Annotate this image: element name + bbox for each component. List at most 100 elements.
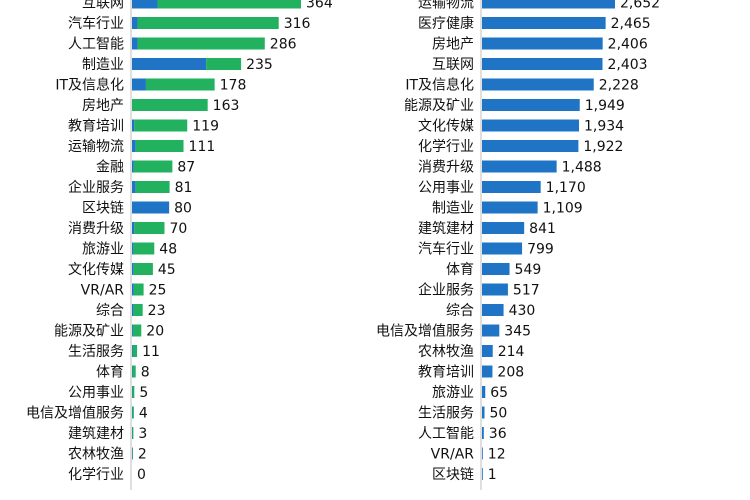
right-category-label: 公用事业: [418, 180, 474, 196]
left-value-label: 0: [137, 467, 146, 483]
left-bar-segment-blue: [132, 140, 136, 152]
left-category-label: 汽车行业: [68, 15, 124, 32]
left-bar-segment-green: [132, 406, 134, 419]
left-value-label: 23: [148, 303, 166, 319]
right-bar: [482, 365, 493, 378]
left-bar-segment-green: [137, 17, 279, 29]
right-bar: [482, 447, 483, 460]
right-bar: [482, 17, 606, 29]
left-bar-segment-blue: [132, 58, 207, 70]
right-bar: [482, 78, 594, 91]
right-value-label: 1,922: [583, 139, 623, 155]
left-value-label: 235: [246, 57, 273, 73]
left-bar-segment-green: [133, 242, 155, 255]
left-bar-segment-green: [134, 222, 165, 234]
left-bar-segment-blue: [132, 304, 134, 316]
right-category-label: 文化传媒: [418, 119, 474, 135]
right-category-label: 人工智能: [418, 426, 474, 442]
left-category-label: 区块链: [82, 201, 124, 217]
left-bar-segment-green: [132, 386, 135, 398]
left-bar-segment-green: [206, 58, 242, 70]
left-category-label: 能源及矿业: [54, 324, 124, 340]
left-category-label: 生活服务: [68, 344, 124, 360]
right-category-label: 房地产: [432, 37, 474, 53]
left-bar-segment-green: [137, 37, 265, 50]
right-value-label: 1,934: [584, 119, 624, 135]
right-bar: [482, 242, 523, 255]
left-bar-segment-green: [133, 283, 144, 296]
left-bar-segment-blue: [132, 37, 138, 50]
right-value-label: 1,949: [585, 98, 625, 114]
left-value-label: 8: [141, 365, 150, 381]
left-value-label: 81: [175, 180, 193, 196]
left-category-label: 制造业: [82, 57, 124, 73]
left-value-label: 178: [220, 78, 247, 94]
right-value-label: 2,228: [599, 78, 639, 94]
right-category-label: VR/AR: [431, 447, 475, 463]
left-category-label: 消费升级: [68, 221, 124, 237]
left-bar-segment-green: [133, 160, 173, 173]
left-value-label: 20: [146, 324, 164, 340]
left-category-label: 旅游业: [82, 242, 124, 258]
right-category-label: 消费升级: [418, 160, 474, 176]
right-value-label: 345: [504, 324, 531, 340]
left-bar-segment-green: [132, 324, 142, 337]
left-value-label: 48: [159, 242, 177, 258]
left-category-label: 运输物流: [68, 139, 124, 155]
right-bar: [482, 37, 603, 50]
right-value-label: 50: [490, 406, 508, 422]
left-value-label: 2: [138, 447, 147, 463]
right-category-label: 电信及增值服务: [376, 324, 474, 340]
left-bar-segment-green: [133, 263, 153, 275]
right-value-label: 2,406: [608, 37, 648, 53]
right-bar: [482, 324, 500, 337]
right-value-label: 517: [513, 283, 540, 299]
left-category-label: 电信及增值服务: [26, 406, 124, 422]
left-bar-segment-green: [132, 345, 138, 357]
right-bar: [482, 283, 508, 296]
left-category-label: 农林牧渔: [68, 447, 124, 463]
left-value-label: 5: [139, 385, 148, 401]
right-value-label: 2,652: [620, 0, 660, 12]
right-value-label: 1,170: [546, 180, 586, 196]
right-bar: [482, 386, 486, 398]
right-category-label: 医疗健康: [418, 15, 474, 32]
right-category-label: 教育培训: [418, 365, 474, 381]
left-bar-segment-green: [132, 427, 134, 439]
left-bar-segment-blue: [132, 17, 138, 29]
right-category-label: 旅游业: [432, 385, 474, 401]
left-bar-segment-green: [133, 304, 143, 316]
left-category-label: IT及信息化: [55, 77, 124, 94]
right-bar: [482, 99, 580, 111]
right-value-label: 1,488: [562, 160, 602, 176]
left-category-label: 建筑建材: [68, 426, 124, 442]
left-bar-segment-blue: [132, 78, 146, 91]
right-category-label: 体育: [446, 262, 474, 278]
left-bar-segment-green: [135, 181, 170, 193]
right-value-label: 208: [497, 365, 524, 381]
left-bar-segment-blue: [132, 283, 134, 296]
right-category-label: 化学行业: [418, 139, 474, 155]
right-value-label: 430: [509, 303, 536, 319]
left-category-label: VR/AR: [81, 283, 125, 299]
right-value-label: 549: [515, 262, 542, 278]
right-category-label: 农林牧渔: [418, 344, 474, 360]
left-value-label: 4: [139, 406, 148, 422]
left-value-label: 119: [192, 119, 219, 135]
left-bar-segment-green: [157, 0, 301, 9]
right-category-label: 区块链: [432, 467, 474, 483]
right-bar: [482, 0, 615, 9]
left-value-label: 25: [149, 283, 167, 299]
left-bar-segment-green: [145, 78, 215, 91]
right-value-label: 36: [489, 426, 507, 442]
left-value-label: 45: [158, 262, 176, 278]
right-category-label: 汽车行业: [418, 241, 474, 258]
right-category-label: IT及信息化: [405, 77, 474, 94]
left-category-label: 化学行业: [68, 467, 124, 483]
left-bar-segment-blue: [132, 201, 170, 214]
right-value-label: 2,403: [608, 57, 648, 73]
left-bar-segment-green: [134, 119, 188, 132]
right-category-label: 企业服务: [418, 282, 474, 299]
right-category-label: 建筑建材: [418, 221, 474, 237]
left-value-label: 111: [189, 139, 216, 155]
